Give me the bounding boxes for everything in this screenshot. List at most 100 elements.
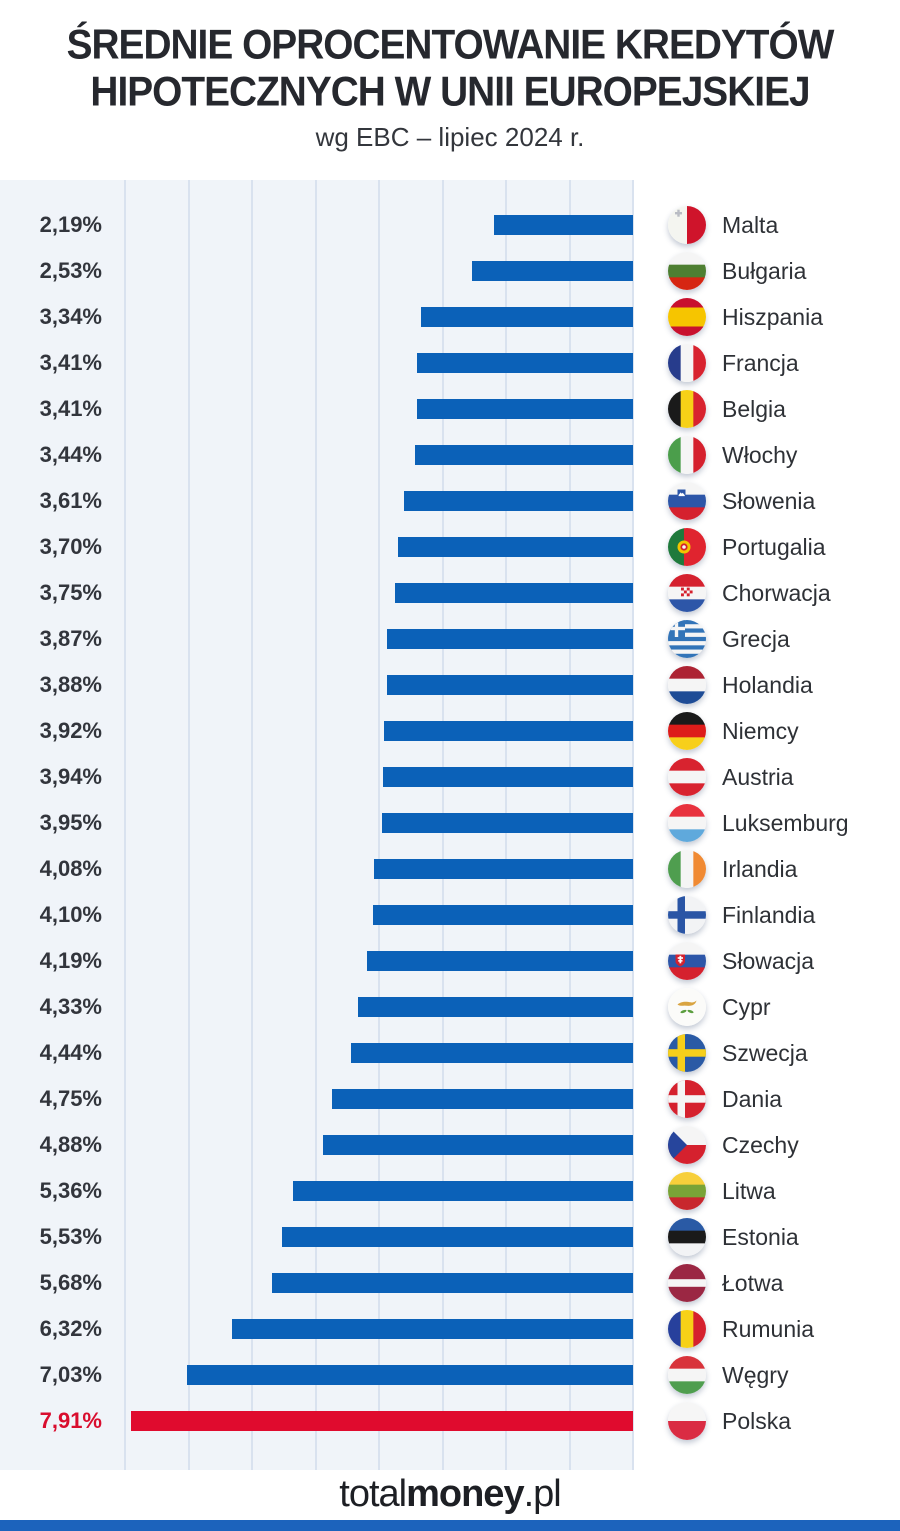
flag-chorwacja-icon: [668, 574, 706, 612]
chart-row-szwecja: 4,44% Szwecja: [0, 1030, 900, 1076]
value-label: 3,41%: [39, 350, 102, 375]
chart-row-cypr: 4,33% Cypr: [0, 984, 900, 1030]
brand-strip: [0, 1520, 900, 1531]
country-label: Luksemburg: [722, 810, 849, 836]
country-label: Szwecja: [722, 1040, 808, 1066]
flag-francja-icon: [668, 344, 706, 382]
bar: [382, 813, 633, 833]
flag-litwa-icon: [668, 1172, 706, 1210]
page-title-line1: ŚREDNIE OPROCENTOWANIE KREDYTÓW: [66, 22, 835, 68]
country-label: Czechy: [722, 1132, 799, 1158]
value-label: 5,53%: [39, 1224, 102, 1249]
chart-row-austria: 3,94% Austria: [0, 754, 900, 800]
country-label: Grecja: [722, 626, 790, 652]
flag-dania-icon: [668, 1080, 706, 1118]
country-label: Finlandia: [722, 902, 816, 928]
gridline: [632, 180, 634, 1470]
flag-malta-icon: [668, 206, 706, 244]
flag-hiszpania-icon: [668, 298, 706, 336]
chart-row-finlandia: 4,10% Finlandia: [0, 892, 900, 938]
value-label: 5,36%: [39, 1178, 102, 1203]
country-label: Hiszpania: [722, 304, 823, 330]
value-label: 7,91%: [39, 1408, 102, 1433]
bar: [386, 675, 633, 695]
chart-row-czechy: 4,88% Czechy: [0, 1122, 900, 1168]
value-label: 4,19%: [39, 948, 102, 973]
logo-money: money: [406, 1473, 524, 1515]
flag-rumunia-icon: [668, 1310, 706, 1348]
footer: totalmoney.pl: [0, 1470, 900, 1531]
bar-chart: 2,19% Malta 2,53% Bułgaria 3,34% Hiszpania 3,4…: [0, 180, 900, 1470]
country-label: Słowacja: [722, 948, 815, 974]
chart-row-grecja: 3,87% Grecja: [0, 616, 900, 662]
value-label: 5,68%: [39, 1270, 102, 1295]
gridline: [378, 180, 381, 1470]
value-label: 6,32%: [39, 1316, 102, 1341]
country-label: Włochy: [722, 442, 798, 468]
chart-row-dania: 4,75% Dania: [0, 1076, 900, 1122]
flag-cypr-icon: [668, 988, 706, 1026]
chart-row-hiszpania: 3,34% Hiszpania: [0, 294, 900, 340]
chart-row-chorwacja: 3,75% Chorwacja: [0, 570, 900, 616]
value-label: 7,03%: [39, 1362, 102, 1387]
flag-portugalia-icon: [668, 528, 706, 566]
country-label: Polska: [722, 1408, 792, 1434]
chart-row-niemcy: 3,92% Niemcy: [0, 708, 900, 754]
country-label: Austria: [722, 764, 794, 790]
bar: [282, 1227, 633, 1247]
value-label: 4,08%: [39, 856, 102, 881]
logo-total: total: [339, 1473, 407, 1515]
value-label: 3,70%: [39, 534, 102, 559]
chart-row-holandia: 3,88% Holandia: [0, 662, 900, 708]
value-label: 3,95%: [39, 810, 102, 835]
country-label: Malta: [722, 212, 779, 238]
chart-row-irlandia: 4,08% Irlandia: [0, 846, 900, 892]
country-label: Rumunia: [722, 1316, 815, 1342]
bar: [374, 859, 633, 879]
flag-belgia-icon: [668, 390, 706, 428]
value-label: 4,33%: [39, 994, 102, 1019]
flag-czechy-icon: [668, 1126, 706, 1164]
gridline: [187, 180, 190, 1470]
value-label: 3,41%: [39, 396, 102, 421]
bar: [416, 353, 633, 373]
bar: [292, 1181, 633, 1201]
chart-row-wegry: 7,03% Węgry: [0, 1352, 900, 1398]
chart-rows: 2,19% Malta 2,53% Bułgaria 3,34% Hiszpania 3,4…: [0, 202, 900, 1444]
value-label: 3,94%: [39, 764, 102, 789]
country-label: Holandia: [722, 672, 813, 698]
chart-row-slowacja: 4,19% Słowacja: [0, 938, 900, 984]
chart-row-lotwa: 5,68% Łotwa: [0, 1260, 900, 1306]
country-label: Chorwacja: [722, 580, 831, 606]
country-label: Francja: [722, 350, 799, 376]
bar: [416, 399, 633, 419]
page-subtitle: wg EBC – lipiec 2024 r.: [315, 122, 585, 152]
value-label: 3,44%: [39, 442, 102, 467]
chart-row-rumunia: 6,32% Rumunia: [0, 1306, 900, 1352]
bar: [372, 905, 633, 925]
header: ŚREDNIE OPROCENTOWANIE KREDYTÓW HIPOTECZ…: [0, 22, 900, 153]
flag-lotwa-icon: [668, 1264, 706, 1302]
bar: [398, 537, 633, 557]
flag-polska-icon: [668, 1402, 706, 1440]
value-label: 3,92%: [39, 718, 102, 743]
bar: [323, 1135, 633, 1155]
value-label: 4,10%: [39, 902, 102, 927]
chart-row-francja: 3,41% Francja: [0, 340, 900, 386]
bar-highlight: [130, 1411, 633, 1431]
country-label: Irlandia: [722, 856, 798, 882]
flag-austria-icon: [668, 758, 706, 796]
value-label: 3,88%: [39, 672, 102, 697]
value-label: 2,53%: [39, 258, 102, 283]
chart-row-portugalia: 3,70% Portugalia: [0, 524, 900, 570]
page-title-line2: HIPOTECZNYCH W UNII EUROPEJSKIEJ: [90, 69, 810, 115]
chart-row-bulgaria: 2,53% Bułgaria: [0, 248, 900, 294]
value-label: 4,44%: [39, 1040, 102, 1065]
value-label: 3,34%: [39, 304, 102, 329]
value-label: 2,19%: [39, 212, 102, 237]
flag-niemcy-icon: [668, 712, 706, 750]
chart-row-estonia: 5,53% Estonia: [0, 1214, 900, 1260]
flag-irlandia-icon: [668, 850, 706, 888]
country-label: Niemcy: [722, 718, 799, 744]
value-label: 4,75%: [39, 1086, 102, 1111]
